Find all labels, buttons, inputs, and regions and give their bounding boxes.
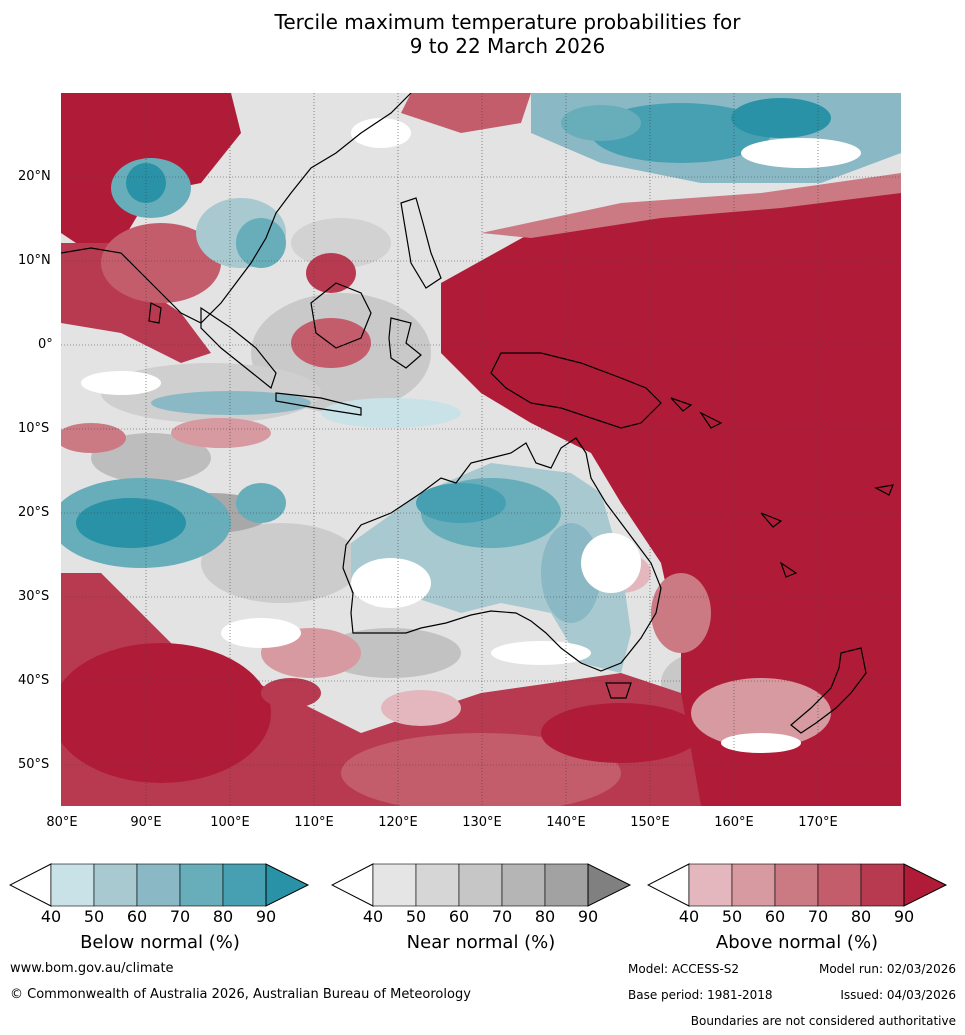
lon-label: 90°E [130, 815, 162, 830]
colorbar-tick-label: 60 [448, 907, 470, 926]
map-title: Tercile maximum temperature probabilitie… [0, 10, 965, 58]
website-link[interactable]: www.bom.gov.au/climate [10, 961, 174, 976]
colorbar-extend-low [9, 863, 52, 907]
map-title-line2: 9 to 22 March 2026 [409, 34, 606, 58]
lon-label: 160°E [714, 815, 754, 830]
colorbar-extend-high [903, 863, 948, 907]
lon-label: 150°E [630, 815, 670, 830]
lon-label: 120°E [378, 815, 418, 830]
colorbar-tick-label: 60 [764, 907, 786, 926]
graticule [61, 93, 901, 806]
colorbar-segment [136, 863, 181, 907]
near-normal-legend-title: Near normal (%) [406, 932, 556, 953]
lat-label: 20°S [18, 505, 50, 520]
probability-map [61, 93, 901, 806]
colorbar-segment [774, 863, 819, 907]
lon-label: 110°E [294, 815, 334, 830]
colorbar-segment [458, 863, 503, 907]
colorbar-tick-label: 80 [850, 907, 872, 926]
colorbar-segment [688, 863, 733, 907]
lon-label: 170°E [798, 815, 838, 830]
lat-label: 0° [38, 337, 53, 352]
colorbar-segment [50, 863, 95, 907]
colorbar-tick-label: 70 [169, 907, 191, 926]
colorbar-segment [372, 863, 417, 907]
colorbar-extend-high [587, 863, 632, 907]
colorbar-segment [179, 863, 224, 907]
lon-label: 130°E [462, 815, 502, 830]
lon-label: 140°E [546, 815, 586, 830]
near-normal-colorbar [331, 863, 632, 907]
colorbar-segment [860, 863, 905, 907]
colorbar-tick-label: 50 [721, 907, 743, 926]
colorbar-tick-label: 80 [534, 907, 556, 926]
disclaimer-text: Boundaries are not considered authoritat… [690, 1014, 956, 1028]
colorbar-tick-label: 70 [491, 907, 513, 926]
colorbar-tick-label: 90 [255, 907, 277, 926]
above-normal-colorbar [647, 863, 948, 907]
no-signal-regions [81, 118, 861, 753]
colorbar-tick-label: 60 [126, 907, 148, 926]
colorbar-tick-label: 70 [807, 907, 829, 926]
model-name: Model: ACCESS-S2 [628, 962, 740, 976]
lat-label: 30°S [18, 589, 50, 604]
colorbar-segment [501, 863, 546, 907]
colorbar-tick-label: 40 [362, 907, 384, 926]
colorbar-tick-label: 50 [405, 907, 427, 926]
above-normal-legend-title: Above normal (%) [715, 932, 879, 953]
base-period: Base period: 1981-2018 [628, 988, 773, 1002]
colorbar-segment [415, 863, 460, 907]
map-canvas [61, 93, 901, 806]
colorbar-extend-high [265, 863, 310, 907]
colorbar-tick-label: 40 [40, 907, 62, 926]
lon-label: 100°E [210, 815, 250, 830]
model-run-date: Model run: 02/03/2026 [818, 962, 956, 976]
colorbar-tick-label: 50 [83, 907, 105, 926]
below-normal-regions [61, 93, 901, 673]
lat-label: 10°N [18, 253, 51, 268]
map-title-line1: Tercile maximum temperature probabilitie… [274, 10, 741, 34]
colorbar-tick-label: 40 [678, 907, 700, 926]
above-normal-regions [61, 93, 901, 806]
colorbar-tick-label: 80 [212, 907, 234, 926]
colorbar-tick-label: 90 [577, 907, 599, 926]
colorbar-extend-low [331, 863, 374, 907]
issued-date: Issued: 04/03/2026 [840, 988, 956, 1002]
lat-label: 10°S [18, 421, 50, 436]
below-normal-colorbar [9, 863, 310, 907]
colorbar-segment [222, 863, 267, 907]
copyright-text: © Commonwealth of Australia 2026, Austra… [10, 987, 471, 1002]
colorbar-segment [731, 863, 776, 907]
lat-label: 50°S [18, 757, 50, 772]
colorbar-extend-low [647, 863, 690, 907]
colorbar-segment [93, 863, 138, 907]
colorbar-segment [544, 863, 589, 907]
colorbar-segment [817, 863, 862, 907]
lat-label: 40°S [18, 673, 50, 688]
lat-label: 20°N [18, 169, 51, 184]
colorbar-tick-label: 90 [893, 907, 915, 926]
lon-label: 80°E [46, 815, 78, 830]
coastlines [61, 93, 894, 734]
below-normal-legend-title: Below normal (%) [80, 932, 240, 953]
